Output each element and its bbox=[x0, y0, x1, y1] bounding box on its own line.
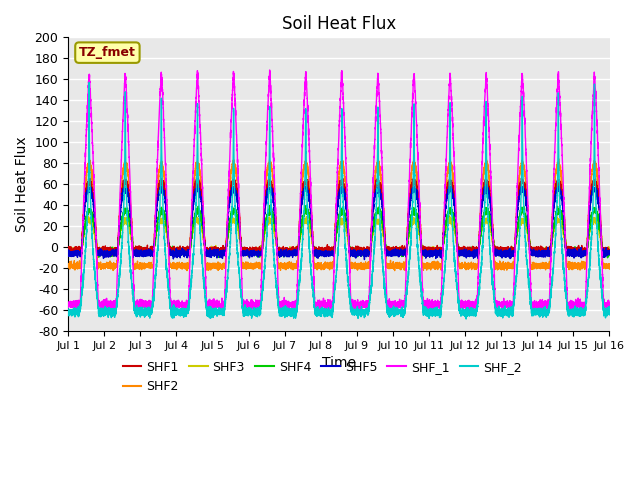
SHF_1 bbox=[266, 67, 273, 73]
SHF5 bbox=[583, 251, 591, 256]
SHF5 bbox=[483, 182, 490, 188]
SHF4 bbox=[460, 249, 468, 255]
SHF5 bbox=[64, 248, 72, 254]
SHF1 bbox=[583, 248, 591, 254]
Line: SHF4: SHF4 bbox=[68, 205, 609, 258]
X-axis label: Time: Time bbox=[322, 356, 356, 370]
SHF2 bbox=[64, 263, 72, 269]
SHF_1 bbox=[64, 302, 72, 308]
Title: Soil Heat Flux: Soil Heat Flux bbox=[282, 15, 396, 33]
SHF3 bbox=[605, 249, 613, 255]
SHF1 bbox=[64, 244, 72, 250]
SHF4 bbox=[605, 252, 613, 258]
Line: SHF5: SHF5 bbox=[68, 185, 609, 260]
SHF4 bbox=[321, 250, 328, 255]
SHF5 bbox=[577, 247, 584, 253]
Text: TZ_fmet: TZ_fmet bbox=[79, 46, 136, 59]
SHF_2 bbox=[605, 312, 613, 318]
SHF_2 bbox=[460, 312, 468, 318]
SHF_2 bbox=[248, 313, 256, 319]
Line: SHF1: SHF1 bbox=[68, 178, 609, 256]
SHF5 bbox=[360, 257, 368, 263]
SHF3 bbox=[321, 247, 328, 253]
SHF1 bbox=[346, 253, 354, 259]
SHF3 bbox=[445, 213, 452, 219]
SHF4 bbox=[576, 250, 584, 255]
SHF1 bbox=[321, 249, 328, 255]
SHF1 bbox=[248, 246, 256, 252]
SHF_1 bbox=[583, 258, 591, 264]
SHF4 bbox=[583, 252, 591, 258]
SHF3 bbox=[460, 247, 468, 253]
SHF1 bbox=[476, 240, 483, 245]
SHF5 bbox=[605, 250, 613, 255]
SHF2 bbox=[248, 262, 256, 268]
SHF3 bbox=[419, 255, 426, 261]
SHF3 bbox=[583, 251, 591, 257]
SHF5 bbox=[248, 253, 256, 259]
SHF4 bbox=[64, 251, 72, 256]
SHF_2 bbox=[577, 313, 584, 319]
SHF_1 bbox=[605, 303, 613, 309]
SHF_2 bbox=[321, 312, 328, 318]
SHF1 bbox=[518, 175, 525, 181]
SHF_2 bbox=[64, 306, 72, 312]
Line: SHF_1: SHF_1 bbox=[68, 70, 609, 312]
SHF2 bbox=[391, 268, 399, 274]
SHF_2 bbox=[583, 292, 591, 298]
SHF2 bbox=[460, 264, 468, 270]
SHF_1 bbox=[321, 303, 328, 309]
SHF5 bbox=[476, 240, 483, 245]
SHF2 bbox=[605, 262, 613, 268]
SHF5 bbox=[460, 249, 468, 254]
SHF1 bbox=[460, 248, 468, 253]
SHF_2 bbox=[462, 316, 470, 322]
SHF_1 bbox=[577, 301, 584, 307]
SHF2 bbox=[583, 249, 591, 255]
SHF3 bbox=[577, 247, 584, 252]
SHF4 bbox=[604, 255, 611, 261]
SHF5 bbox=[321, 249, 328, 254]
SHF_1 bbox=[476, 238, 483, 244]
SHF2 bbox=[577, 263, 584, 268]
SHF2 bbox=[321, 263, 328, 269]
Line: SHF3: SHF3 bbox=[68, 216, 609, 258]
SHF2 bbox=[476, 234, 483, 240]
Y-axis label: Soil Heat Flux: Soil Heat Flux bbox=[15, 136, 29, 232]
SHF_1 bbox=[248, 306, 256, 312]
SHF3 bbox=[64, 248, 72, 254]
SHF3 bbox=[476, 241, 483, 247]
SHF1 bbox=[577, 247, 584, 253]
SHF_1 bbox=[462, 310, 470, 315]
Line: SHF2: SHF2 bbox=[68, 159, 609, 271]
SHF1 bbox=[605, 249, 613, 255]
Legend: SHF1, SHF2, SHF3, SHF4, SHF5, SHF_1, SHF_2: SHF1, SHF2, SHF3, SHF4, SHF5, SHF_1, SHF… bbox=[118, 356, 527, 398]
SHF3 bbox=[248, 251, 256, 257]
SHF_2 bbox=[476, 284, 483, 290]
SHF_2 bbox=[85, 80, 93, 85]
SHF4 bbox=[266, 203, 273, 208]
SHF4 bbox=[248, 250, 256, 255]
SHF_1 bbox=[460, 301, 468, 307]
SHF2 bbox=[555, 156, 563, 162]
Line: SHF_2: SHF_2 bbox=[68, 83, 609, 319]
SHF4 bbox=[476, 243, 483, 249]
